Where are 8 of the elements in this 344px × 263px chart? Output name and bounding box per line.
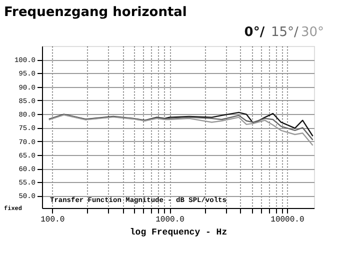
chart-title: Frequenzgang horizontal [4,5,187,20]
text: 0°/ [244,25,265,40]
text: 15°/ [270,25,300,40]
x-tick-label: 1000.0 [156,216,185,224]
x-tick-label: 100.0 [40,216,65,224]
text: 30° [300,25,324,40]
x-tick-label: 10000.0 [270,216,304,224]
x-axis-title: log Frequency - Hz [130,228,228,238]
